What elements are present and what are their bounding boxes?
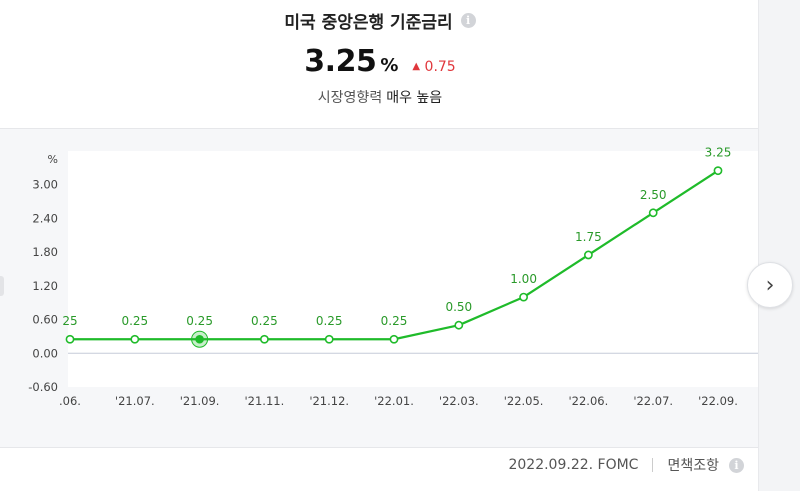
y-tick-label: 2.40 [32, 211, 58, 225]
x-tick-label: '21.09. [180, 394, 220, 408]
data-label: 0.25 [316, 314, 343, 328]
y-tick-label: 1.80 [32, 245, 58, 259]
prev-button-edge[interactable] [0, 276, 4, 296]
market-influence: 시장영향력 매우 높음 [0, 87, 760, 107]
data-label: 1.75 [575, 230, 602, 244]
x-tick-label: '21.11. [245, 394, 285, 408]
rate-header: 미국 중앙은행 기준금리 i 3.25 % ▲ 0.75 시장영향력 매우 높음 [0, 0, 760, 128]
data-point [259, 334, 269, 344]
plot-area [68, 151, 758, 387]
right-divider [758, 0, 759, 491]
x-tick-label: '22.09. [698, 394, 738, 408]
data-label: 3.25 [705, 146, 732, 160]
right-gutter [759, 0, 800, 491]
y-axis-unit: % [48, 153, 58, 166]
y-tick-label: 0.00 [32, 346, 58, 360]
data-label: 0.25 [121, 314, 148, 328]
page-title: 미국 중앙은행 기준금리 [284, 13, 453, 33]
info-icon[interactable]: i [729, 457, 744, 473]
influence-label: 시장영향력 [317, 90, 383, 106]
footer-divider [652, 458, 654, 472]
x-tick-label: '21.07. [115, 394, 155, 408]
x-tick-label: '22.01. [374, 394, 414, 408]
x-tick-label: '21.12. [309, 394, 349, 408]
rate-line-chart: % 3.00 2.40 1.80 1.20 0.60 0.00 -0.60.06. '21.07… [28, 146, 758, 408]
data-point [454, 320, 464, 330]
data-label: 0.25 [381, 314, 408, 328]
next-button[interactable]: › [747, 262, 793, 308]
rate-change-value: 0.75 [424, 59, 456, 75]
footer: 2022.09.22. FOMC 면책조항 i [508, 455, 744, 475]
up-arrow-icon: ▲ [412, 61, 421, 72]
data-label: 0.50 [445, 300, 472, 314]
y-tick-label: 0.60 [32, 313, 58, 327]
disclaimer-link[interactable]: 면책조항 [667, 458, 719, 474]
data-point [713, 166, 723, 176]
influence-level: 매우 높음 [386, 90, 443, 106]
data-point [648, 208, 658, 218]
y-tick-label: -0.60 [28, 380, 58, 394]
data-label: 0.25 [186, 314, 213, 328]
data-point [195, 334, 204, 344]
x-tick-label: '22.06. [569, 394, 609, 408]
chart-panel: % 3.00 2.40 1.80 1.20 0.60 0.00 -0.60.06. '21.07… [0, 128, 758, 448]
y-tick-label: 3.00 [32, 178, 58, 192]
data-point [324, 334, 334, 344]
chevron-right-icon: › [765, 272, 775, 298]
data-point [519, 292, 528, 302]
data-point [389, 334, 399, 344]
data-point [130, 334, 140, 344]
x-tick-label: '22.07. [633, 394, 673, 408]
x-tick-label: '22.05. [504, 394, 544, 408]
y-tick-label: 1.20 [32, 279, 58, 293]
data-label: 0.25 [251, 314, 278, 328]
source-date: 2022.09.22. FOMC [508, 457, 639, 473]
data-point [65, 334, 75, 344]
data-label: 25 [62, 314, 77, 328]
data-point [584, 250, 593, 260]
info-icon[interactable]: i [460, 13, 476, 28]
data-label: 2.50 [640, 188, 667, 202]
rate-unit: % [380, 55, 399, 76]
data-label: 1.00 [510, 272, 537, 286]
x-tick-label: '22.03. [439, 394, 479, 408]
rate-value: 3.25 [304, 44, 377, 79]
x-tick-label: .06. [59, 394, 81, 408]
rate-change: ▲ 0.75 [412, 59, 455, 75]
